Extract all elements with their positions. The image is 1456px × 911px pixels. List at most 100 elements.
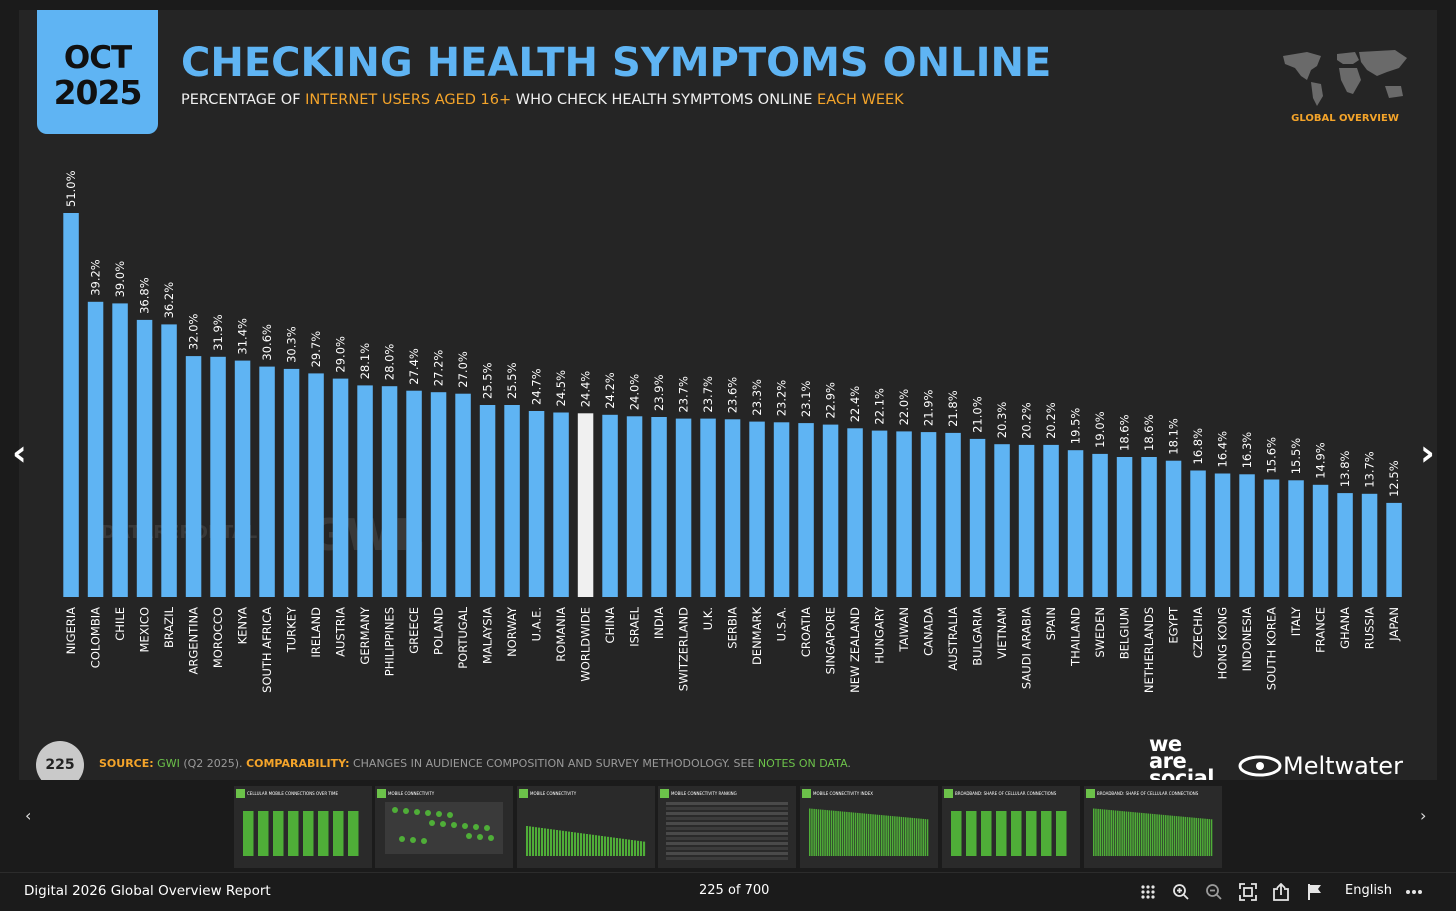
category-label: COLOMBIA	[89, 607, 103, 668]
date-year: 2025	[53, 73, 143, 112]
category-label: NIGERIA	[64, 607, 78, 655]
category-label: MOROCCO	[211, 607, 225, 668]
slide-thumbnail[interactable]: CELLULAR MOBILE CONNECTIONS OVER TIME	[234, 786, 372, 868]
source-value[interactable]: GWI	[157, 757, 180, 770]
category-label: IRELAND	[309, 607, 323, 658]
bar-turkey	[283, 368, 300, 597]
bar-belgium	[1116, 457, 1133, 597]
category-label: SWITZERLAND	[677, 607, 691, 691]
grid-icon[interactable]	[1135, 879, 1161, 905]
bar-brazil	[161, 324, 177, 597]
bar-ghana	[1337, 493, 1353, 597]
meltwater-text: Meltwater	[1283, 752, 1403, 780]
category-label: TURKEY	[285, 606, 299, 653]
bar-spain	[1043, 444, 1059, 597]
value-label: 30.6%	[260, 324, 274, 361]
value-label: 36.2%	[162, 282, 176, 319]
value-label: 15.5%	[1289, 438, 1303, 475]
bar-sweden	[1092, 453, 1108, 597]
bar-japan	[1386, 502, 1402, 597]
category-label: RUSSIA	[1363, 607, 1377, 649]
category-label: U.K.	[701, 607, 715, 630]
thumbnail-badge	[660, 789, 669, 798]
flag-icon[interactable]	[1302, 879, 1328, 905]
thumbnail-badge	[236, 789, 245, 798]
strip-prev-arrow[interactable]: ‹	[25, 806, 32, 825]
category-label: THAILAND	[1069, 607, 1083, 667]
bar-russia	[1361, 493, 1378, 597]
more-icon[interactable]	[1401, 879, 1427, 905]
bar-worldwide	[577, 413, 594, 597]
value-label: 20.2%	[1044, 402, 1058, 439]
value-label: 13.8%	[1338, 450, 1352, 487]
thumbnail-preview	[809, 808, 929, 856]
category-label: MEXICO	[138, 607, 152, 653]
subtitle-part-1: PERCENTAGE OF	[181, 92, 306, 108]
bar-ireland	[308, 373, 324, 597]
thumbnail-preview	[951, 811, 1067, 856]
value-label: 14.9%	[1314, 442, 1328, 479]
bar-israel	[626, 416, 643, 597]
slide-thumbnail[interactable]: MOBILE CONNECTIVITY	[517, 786, 655, 868]
zoom-in-icon[interactable]	[1168, 879, 1194, 905]
bar-morocco	[210, 356, 226, 597]
category-label: SWEDEN	[1093, 607, 1107, 658]
bar-u-a-e	[528, 411, 545, 597]
source-detail: (Q2 2025).	[179, 757, 247, 770]
notes-on-data-link[interactable]: NOTES ON DATA	[757, 757, 848, 770]
value-label: 51.0%	[64, 170, 78, 207]
slide-thumbnail[interactable]: BROADBAND: SHARE OF CELLULAR CONNECTIONS	[1084, 786, 1222, 868]
next-page-arrow[interactable]: ›	[1420, 433, 1435, 474]
thumbnail-badge	[802, 789, 811, 798]
prev-page-arrow[interactable]: ‹	[12, 433, 27, 474]
comparability-label: COMPARABILITY:	[246, 757, 350, 770]
slide: OCT 2025 CHECKING HEALTH SYMPTOMS ONLINE…	[19, 10, 1437, 780]
category-label: GREECE	[407, 607, 421, 654]
thumbnail-strip: CELLULAR MOBILE CONNECTIONS OVER TIME MOB…	[234, 786, 1222, 868]
source-label: SOURCE:	[99, 757, 154, 770]
value-label: 29.0%	[334, 336, 348, 373]
slide-thumbnail[interactable]: MOBILE CONNECTIVITY	[375, 786, 513, 868]
value-label: 23.3%	[750, 379, 764, 416]
fullscreen-icon[interactable]	[1235, 879, 1261, 905]
bar-vietnam	[994, 444, 1010, 597]
slide-thumbnail[interactable]: BROADBAND: SHARE OF CELLULAR CONNECTIONS	[942, 786, 1080, 868]
value-label: 23.9%	[652, 374, 666, 411]
category-label: EGYPT	[1167, 606, 1181, 644]
category-label: DENMARK	[750, 607, 764, 666]
zoom-out-icon[interactable]	[1201, 879, 1227, 905]
category-label: BULGARIA	[971, 607, 985, 666]
category-label: SAUDI ARABIA	[1020, 607, 1034, 689]
language-selector[interactable]: English	[1345, 883, 1392, 898]
strip-next-arrow[interactable]: ›	[1420, 806, 1427, 825]
bar-malaysia	[479, 405, 496, 597]
bar-switzerland	[675, 418, 692, 597]
slide-thumbnail[interactable]: MOBILE CONNECTIVITY INDEX	[800, 786, 938, 868]
page-number-badge: 225	[36, 741, 84, 780]
share-icon[interactable]	[1268, 879, 1294, 905]
slide-thumbnail[interactable]: MOBILE CONNECTIVITY RANKING	[658, 786, 796, 868]
category-label: SOUTH AFRICA	[260, 607, 274, 693]
category-label: MALAYSIA	[481, 607, 495, 664]
bar-india	[651, 417, 667, 597]
category-label: NORWAY	[505, 606, 519, 657]
value-label: 22.0%	[897, 389, 911, 426]
value-label: 31.9%	[211, 314, 225, 351]
category-label: POLAND	[432, 607, 446, 655]
document-title: Digital 2026 Global Overview Report	[24, 883, 271, 899]
thumbnail-badge	[377, 789, 386, 798]
bar-saudi-arabia	[1018, 444, 1035, 597]
value-label: 23.7%	[677, 376, 691, 413]
value-label: 39.2%	[89, 259, 103, 296]
category-label: INDONESIA	[1240, 607, 1254, 671]
category-label: CROATIA	[799, 607, 813, 657]
value-label: 23.2%	[775, 380, 789, 417]
value-label: 22.1%	[873, 388, 887, 425]
bar-china	[602, 414, 618, 597]
category-label: CANADA	[922, 607, 936, 656]
comparability-text: CHANGES IN AUDIENCE COMPOSITION AND SURV…	[349, 757, 758, 770]
value-label: 36.8%	[138, 277, 152, 314]
bar-philippines	[381, 386, 398, 597]
category-label: SOUTH KOREA	[1265, 607, 1279, 690]
bar-singapore	[822, 424, 839, 597]
